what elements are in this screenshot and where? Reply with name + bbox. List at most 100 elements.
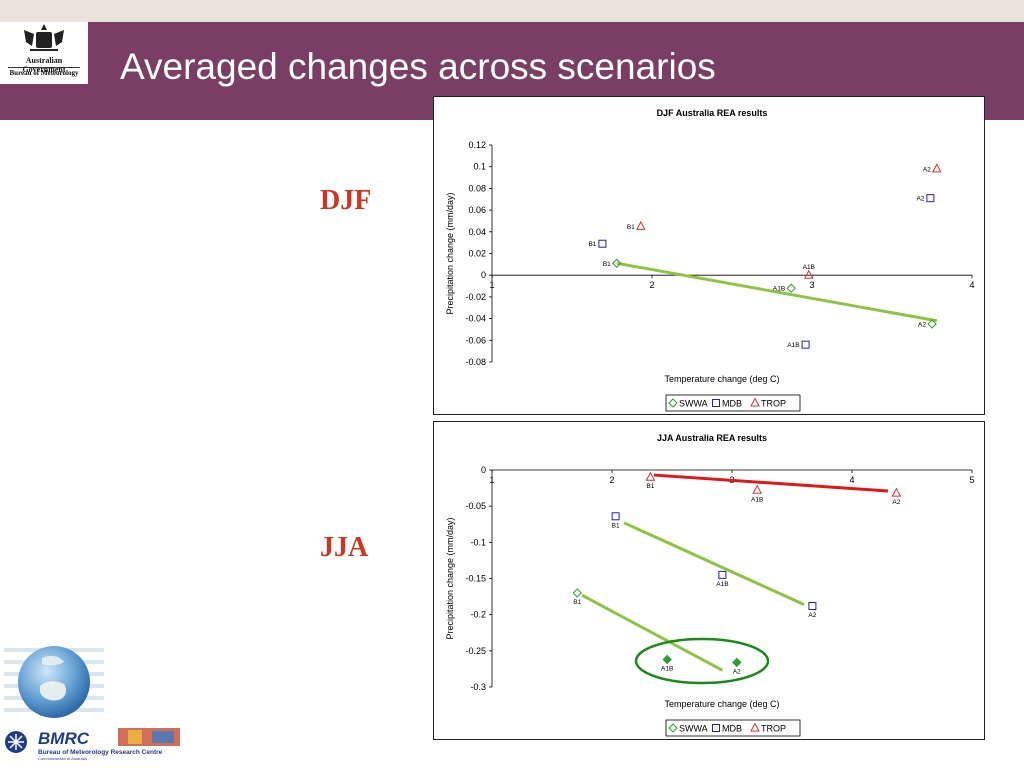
point-label: A2 [916, 196, 924, 203]
legend-marker-swwa [668, 723, 678, 733]
point-label: A2 [733, 668, 741, 675]
point-label: B1 [646, 483, 654, 490]
data-point-trop [752, 484, 763, 494]
chart-title: JJA Australia REA results [657, 433, 767, 443]
point-label: B1 [588, 241, 596, 248]
y-tick-label: 0.04 [468, 227, 486, 237]
data-point-swwa [732, 657, 742, 668]
data-point-swwa [662, 654, 672, 665]
point-label: A2 [918, 322, 926, 329]
bmrc-logo: BMRC Bureau of Meteorology Research Cent… [2, 725, 192, 761]
legend-label: SWWA [679, 399, 708, 409]
x-tick-label: 5 [969, 475, 974, 485]
y-tick-label: 0.06 [468, 205, 486, 215]
y-tick-label: -0.3 [470, 682, 486, 692]
x-tick-label: 3 [809, 280, 814, 290]
point-label: A2 [892, 499, 900, 506]
y-tick-label: -0.1 [470, 537, 486, 547]
bmrc-logo-graphic: BMRC Bureau of Meteorology Research Cent… [5, 728, 180, 761]
djf-chart: DJF Australia REA results 0.12 0.1 0.08 0.06… [445, 108, 975, 412]
y-tick-label: -0.15 [465, 574, 486, 584]
data-point-mdb [611, 512, 620, 521]
x-tick-label: 1 [489, 475, 494, 485]
legend-marker-trop [750, 397, 760, 407]
globe-icon [4, 646, 104, 718]
point-label: B1 [627, 224, 635, 231]
y-axis-label: Precipitation change (mm/day) [445, 192, 455, 314]
point-label: B1 [612, 522, 620, 529]
coat-of-arms-icon [24, 24, 64, 51]
point-label: B1 [603, 261, 611, 268]
legend-label: MDB [722, 724, 742, 734]
x-tick-label: 1 [489, 280, 494, 290]
x-axis-label: Temperature change (deg C) [664, 374, 779, 384]
org-name: Australian Government [22, 56, 66, 74]
top-strip [0, 0, 1024, 22]
data-point-mdb [801, 340, 810, 349]
y-tick-label: -0.2 [470, 610, 486, 620]
legend-box [665, 394, 801, 412]
y-axis-label: Precipitation change (mm/day) [445, 517, 455, 639]
x-tick-label: 4 [969, 280, 974, 290]
x-tick-label: 2 [609, 475, 614, 485]
y-tick-label: 0 [481, 270, 486, 280]
jja-chart: JJA Australia REA results 0 -0.05 -0.1 -0.15… [445, 433, 975, 737]
logo-divider [8, 67, 80, 68]
x-tick-label: 2 [649, 280, 654, 290]
point-label: A2 [808, 612, 816, 619]
data-point-mdb [926, 194, 935, 203]
y-tick-label: -0.04 [465, 314, 486, 324]
government-logo: Australian Government Bureau of Meteorol… [0, 22, 88, 84]
legend-marker-mdb [712, 724, 720, 732]
y-tick-label: 0.1 [473, 162, 486, 172]
data-point-mdb [808, 601, 817, 610]
bmrc-org-text: Bureau of Meteorology Research Centre [38, 749, 163, 756]
point-label: A1B [787, 342, 799, 349]
trendline-trop [653, 473, 889, 493]
point-label: A1B [661, 666, 673, 673]
slide-title: Averaged changes across scenarios [120, 46, 716, 87]
point-label: B1 [573, 599, 581, 606]
legend-marker-mdb [712, 399, 720, 407]
point-label: A2 [923, 166, 931, 173]
djf-label: DJF [320, 185, 372, 216]
legend-label: TROP [761, 399, 786, 409]
djf-chart-panel: DJF Australia REA results 0.12 0.1 0.08 0.06… [433, 96, 985, 415]
y-tick-label: -0.06 [465, 335, 486, 345]
bmrc-brand-text: BMRC [38, 729, 90, 748]
legend-box [665, 719, 801, 737]
jja-chart-panel: JJA Australia REA results 0 -0.05 -0.1 -0.15… [433, 421, 985, 740]
data-point-swwa [927, 319, 937, 329]
y-tick-label: -0.05 [465, 501, 486, 511]
y-tick-label: 0.02 [468, 249, 486, 259]
trendline-swwa [581, 593, 724, 672]
data-point-trop [645, 471, 656, 481]
data-point-mdb [598, 239, 607, 248]
jja-label: JJA [320, 532, 369, 563]
point-label: A1B [773, 286, 785, 293]
point-label: A1B [716, 581, 728, 588]
highlight-ellipse [634, 637, 770, 685]
y-tick-label: 0.12 [468, 140, 486, 150]
trendline-mdb [623, 521, 805, 606]
data-point-swwa [786, 283, 796, 293]
data-point-mdb [718, 570, 727, 579]
point-label: A1B [751, 496, 763, 503]
y-tick-label: -0.08 [465, 357, 486, 367]
data-point-trop [803, 269, 814, 279]
y-tick-label: -0.25 [465, 646, 486, 656]
data-point-trop [635, 220, 646, 230]
data-point-swwa [572, 588, 582, 598]
legend-marker-trop [750, 722, 760, 732]
data-point-trop [891, 487, 902, 497]
point-label: A1B [803, 264, 815, 271]
x-axis-label: Temperature change (deg C) [664, 699, 779, 709]
data-point-swwa [612, 258, 622, 268]
legend-marker-swwa [668, 398, 678, 408]
legend-label: TROP [761, 724, 786, 734]
legend-label: MDB [722, 399, 742, 409]
org-subname: Bureau of Meteorology [9, 69, 79, 77]
x-tick-label: 4 [849, 475, 854, 485]
data-point-trop [931, 163, 942, 173]
y-tick-label: -0.02 [465, 292, 486, 302]
